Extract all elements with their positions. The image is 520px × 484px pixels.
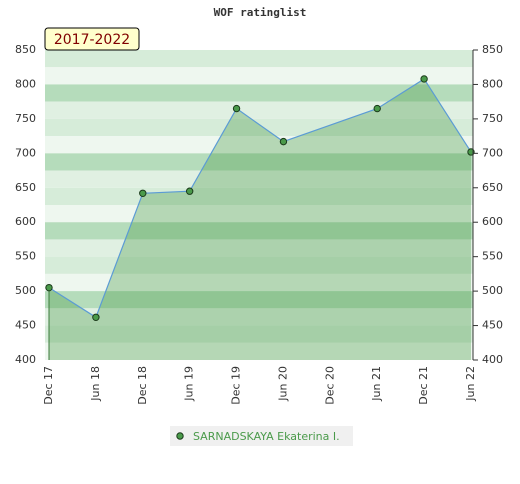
x-tick-label: Dec 20	[323, 366, 336, 405]
y2-tick-label: 500	[482, 284, 503, 297]
plot-area	[45, 50, 475, 360]
point	[279, 137, 288, 146]
y-tick-label: 700	[15, 146, 36, 159]
x-tick-label: Dec 19	[230, 366, 243, 405]
y-tick-label: 550	[15, 250, 36, 263]
x-tick-label: Jun 20	[276, 366, 289, 402]
band	[45, 118, 473, 137]
y-tick-label: 650	[15, 181, 36, 194]
x-tick-label: Dec 17	[42, 366, 55, 405]
band	[45, 342, 473, 360]
x-tick-label: Jun 19	[183, 366, 196, 402]
band	[45, 239, 473, 257]
band	[45, 256, 473, 274]
point	[185, 187, 194, 195]
point	[139, 189, 147, 197]
area	[49, 78, 471, 360]
legend-label: SARNADSKAYA Ekaterina I.	[193, 430, 340, 443]
y-tick-label: 400	[15, 353, 36, 366]
band	[45, 101, 473, 119]
band	[45, 84, 473, 102]
y2-tick-label: 450	[482, 319, 503, 332]
y2-tick-label: 600	[482, 215, 503, 228]
point	[373, 104, 381, 113]
annotation-box	[44, 27, 140, 51]
band	[45, 291, 473, 309]
band	[45, 50, 473, 68]
x-tick-label: Dec 21	[417, 366, 430, 405]
y2-tick-label: 850	[482, 43, 503, 56]
y-tick-label: 800	[15, 77, 36, 90]
legend-marker	[176, 432, 184, 440]
y-tick-label: 750	[15, 112, 36, 125]
y-tick-label: 500	[15, 284, 36, 297]
band	[45, 273, 473, 292]
y2-tick-label: 550	[482, 250, 503, 263]
y2-tick-label: 650	[482, 181, 503, 194]
chart-title: WOF ratinglist	[214, 6, 307, 19]
band	[45, 136, 473, 154]
y-tick-label: 850	[15, 43, 36, 56]
band	[45, 325, 473, 343]
band	[45, 187, 473, 205]
band	[45, 222, 473, 240]
point	[232, 104, 241, 113]
y-tick-label: 450	[15, 319, 36, 332]
point	[420, 75, 428, 83]
band	[45, 308, 473, 326]
y2-tick-label: 400	[482, 353, 503, 366]
point	[92, 313, 100, 321]
band	[45, 205, 473, 223]
legend	[170, 426, 353, 446]
x-tick-label: Jun 18	[89, 366, 102, 402]
band	[45, 153, 473, 171]
band	[45, 170, 473, 188]
x-tick-label: Jun 22	[464, 366, 477, 402]
y2-tick-label: 750	[482, 112, 503, 125]
y2-tick-label: 800	[482, 77, 503, 90]
y2-tick-label: 700	[482, 146, 503, 159]
x-tick-label: Jun 21	[370, 366, 383, 402]
point	[45, 283, 53, 292]
x-tick-label: Dec 18	[136, 366, 149, 405]
y-tick-label: 600	[15, 215, 36, 228]
band	[45, 67, 473, 85]
annotation: 2017-2022	[54, 32, 130, 48]
